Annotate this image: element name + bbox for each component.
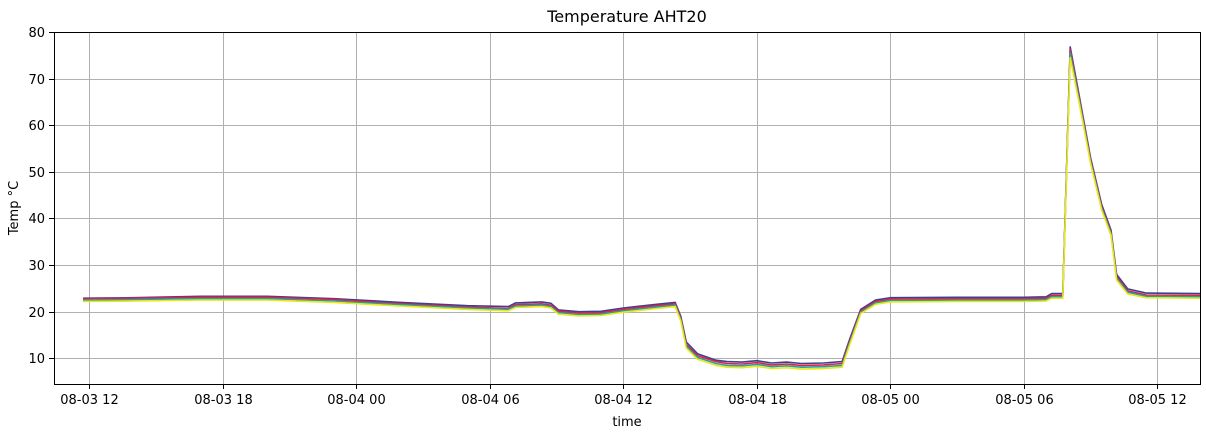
y-tick-label: 70 [28,73,45,88]
series-line-2 [82,48,1201,367]
x-tick-label: 08-05 12 [1128,393,1186,408]
series-line-1 [82,46,1201,365]
x-tick-label: 08-03 18 [194,393,252,408]
series-group [82,46,1201,370]
y-tick-label: 40 [28,212,45,227]
x-tick-label: 08-04 12 [594,393,652,408]
grid [54,32,1200,384]
plot-frame [54,32,1201,385]
y-tick-label: 80 [28,26,45,41]
series-line-4 [82,56,1201,370]
series-line-3 [82,52,1201,368]
y-tick-label: 30 [28,259,45,274]
y-axis-ticks: 10 20 30 40 50 60 70 80 [28,26,54,367]
x-tick-label: 08-04 00 [327,393,385,408]
y-axis-label: Temp °C [7,181,22,236]
x-tick-label: 08-05 00 [861,393,919,408]
y-tick-label: 20 [28,306,45,321]
y-tick-label: 60 [28,119,45,134]
x-axis-label: time [612,415,641,430]
x-tick-label: 08-04 06 [461,393,519,408]
x-tick-label: 08-03 12 [60,393,118,408]
chart-title: Temperature AHT20 [546,7,707,26]
x-axis-ticks: 08-03 12 08-03 18 08-04 00 08-04 06 08-04 12… [60,384,1187,408]
y-tick-label: 50 [28,166,45,181]
x-tick-label: 08-05 06 [995,393,1053,408]
x-tick-label: 08-04 18 [728,393,786,408]
y-tick-label: 10 [28,352,45,367]
